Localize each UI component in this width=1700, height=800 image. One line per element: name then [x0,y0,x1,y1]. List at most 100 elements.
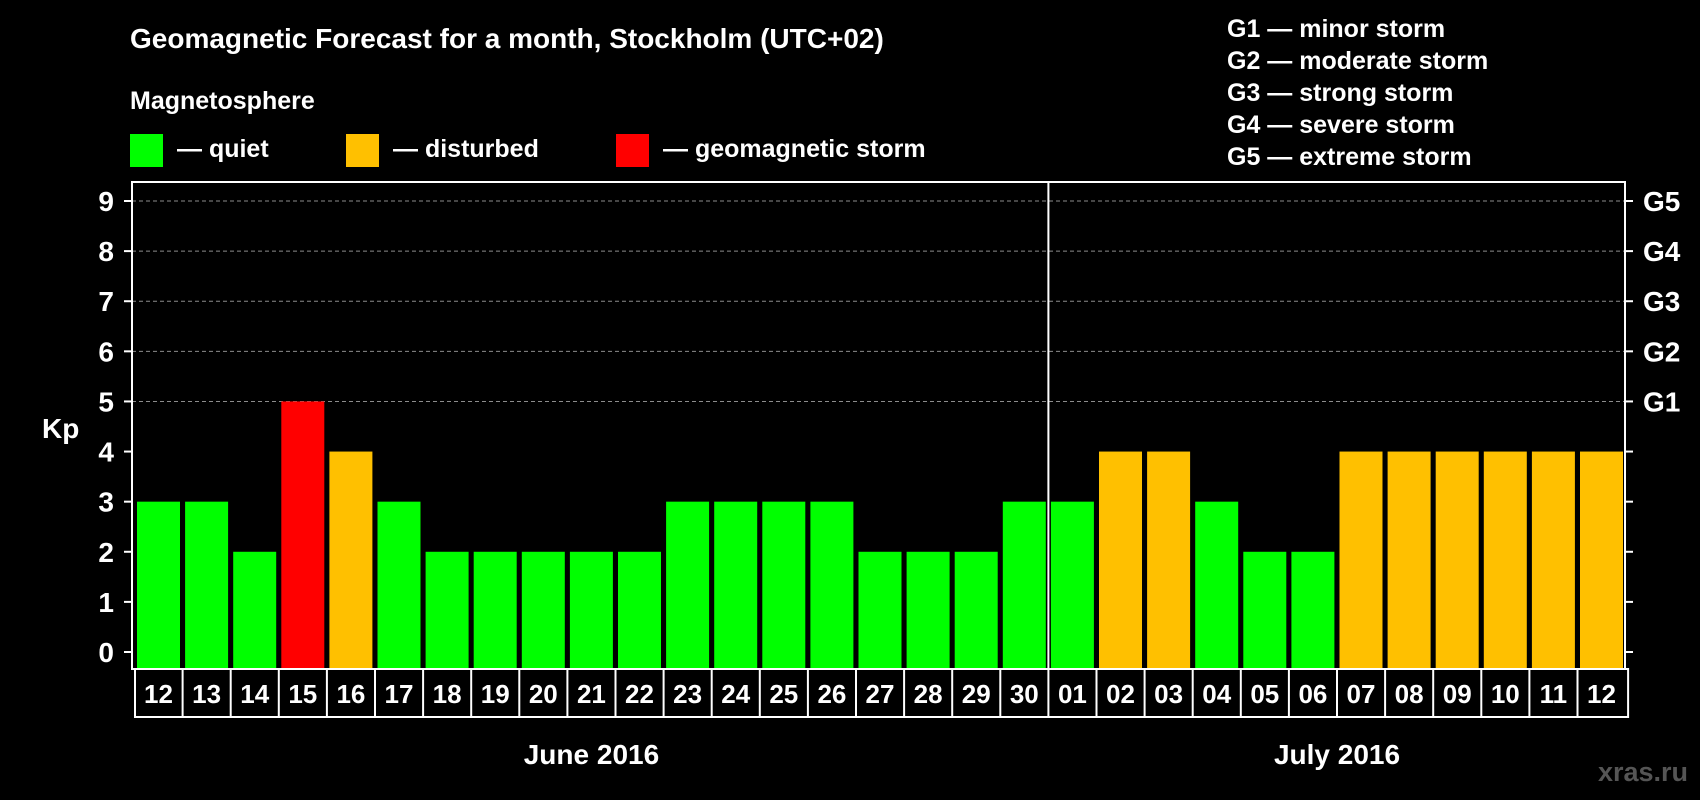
x-tick-label: 21 [577,679,606,709]
bar [377,501,421,668]
x-tick-label: 03 [1154,679,1183,709]
legend-swatch [616,134,649,167]
x-tick-label: 27 [866,679,895,709]
x-tick-label: 28 [914,679,943,709]
x-tick-label: 09 [1443,679,1472,709]
bar [1147,451,1191,668]
x-tick-label: 26 [817,679,846,709]
x-tick-label: 05 [1250,679,1279,709]
x-tick-label: 23 [673,679,702,709]
x-tick-label: 04 [1202,679,1231,709]
x-tick-label: 14 [240,679,269,709]
bar [521,551,565,668]
x-tick-label: 20 [529,679,558,709]
bar [1580,451,1623,668]
x-tick-label: 13 [192,679,221,709]
x-tick-label: 10 [1491,679,1520,709]
y-tick-label: 0 [98,637,114,668]
bar [1099,451,1142,668]
bar [1339,451,1383,668]
grid [132,200,1625,402]
bar [281,401,325,668]
bars [137,401,1623,668]
x-tick-label: 02 [1106,679,1135,709]
x-tick-label: 07 [1347,679,1376,709]
bar [858,551,902,668]
bar [1243,551,1287,668]
y-tick-label: 2 [98,537,114,568]
storm-scale-item: G2 — moderate storm [1227,47,1488,75]
bar [1483,451,1527,668]
x-label-box [134,668,1630,718]
axes: 0 1 2 3 4 5 6 7 8 9 G1 G2 G3 G4 G5 [98,181,1681,670]
x-tick-label: 19 [481,679,510,709]
x-tick-labels: 12 13 14 15 16 17 18 19 20 21 22 23 24 25 26 27 28 29 30 01… [134,668,1630,718]
right-axis-label: G2 [1643,336,1680,367]
x-tick-label: 08 [1395,679,1424,709]
storm-scale-legend: G1 — minor storm G2 — moderate storm G3 — … [1227,15,1488,171]
bar [954,551,998,668]
bar [618,551,661,668]
bar [233,551,277,668]
x-tick-label: 06 [1298,679,1327,709]
bar [810,501,854,668]
x-tick-label: 18 [433,679,462,709]
chart-subtitle: Magnetosphere [130,87,315,115]
bar [762,501,806,668]
storm-scale-item: G3 — strong storm [1227,79,1453,107]
bar [1002,501,1046,668]
bar [1291,551,1335,668]
y-tick-label: 6 [98,336,114,367]
storm-scale-item: G5 — extreme storm [1227,143,1472,171]
storm-scale-item: G4 — severe storm [1227,111,1455,139]
bar [906,551,950,668]
x-tick-label: 01 [1058,679,1087,709]
bar [666,501,710,668]
legend-label: — disturbed [393,135,539,163]
x-tick-label: 17 [385,679,414,709]
x-tick-label: 16 [336,679,365,709]
legend-label: — geomagnetic storm [663,135,926,163]
x-tick-label: 11 [1540,679,1568,709]
y-tick-label: 7 [98,286,114,317]
right-axis-label: G4 [1643,236,1681,267]
x-tick-label: 29 [962,679,991,709]
x-tick-label: 30 [1010,679,1039,709]
month-label: June 2016 [524,739,659,770]
x-tick-label: 12 [144,679,173,709]
bar [473,551,517,668]
legend-label: — quiet [177,135,269,163]
bar [714,501,758,668]
legend-swatch [346,134,379,167]
x-tick-label: 24 [721,679,750,709]
x-tick-label: 22 [625,679,654,709]
bar [1435,451,1479,668]
chart-title: Geomagnetic Forecast for a month, Stockh… [130,23,884,54]
bar [137,501,180,668]
bar [569,551,613,668]
legend: — quiet — disturbed — geomagnetic storm [130,134,926,167]
bar [185,501,229,668]
y-tick-label: 1 [98,587,114,618]
y-tick-label: 3 [98,487,114,518]
bar [1050,501,1094,668]
x-tick-label: 12 [1587,679,1616,709]
watermark: xras.ru [1598,757,1688,787]
month-labels: June 2016 July 2016 [524,739,1400,770]
storm-scale-item: G1 — minor storm [1227,15,1445,43]
right-axis-label: G3 [1643,286,1680,317]
bar [1531,451,1575,668]
bar [1387,451,1431,668]
y-axis-label: Kp [42,413,79,444]
y-tick-label: 4 [98,437,114,468]
right-axis-label: G5 [1643,186,1680,217]
legend-swatch [130,134,163,167]
month-label: July 2016 [1274,739,1400,770]
x-tick-label: 15 [288,679,317,709]
y-tick-label: 8 [98,236,114,267]
bar [425,551,469,668]
y-tick-label: 9 [98,186,114,217]
right-axis-label: G1 [1643,386,1680,417]
x-tick-label: 25 [769,679,798,709]
